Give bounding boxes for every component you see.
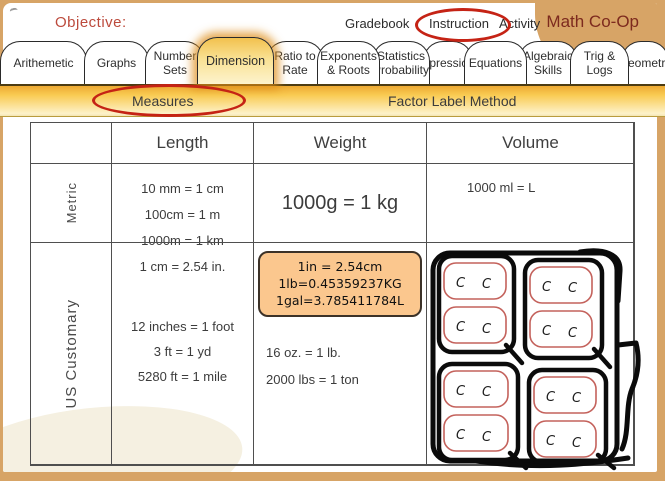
svg-text:C: C <box>546 434 556 449</box>
conversion-line: 1lb=0.45359237KG <box>278 276 402 291</box>
subnav-measures[interactable]: Measures <box>132 93 194 109</box>
tab-trig-logs[interactable]: Trig & Logs <box>570 41 629 84</box>
metric-volume-cell: 1000 ml = L <box>426 163 635 243</box>
svg-text:C: C <box>572 391 582 406</box>
tab-number-sets[interactable]: Number Sets <box>145 41 205 84</box>
objective-label: Objective: <box>55 14 127 31</box>
svg-text:C: C <box>456 320 466 335</box>
svg-text:C: C <box>482 322 492 337</box>
svg-text:C: C <box>482 385 492 400</box>
column-header-volume: Volume <box>426 122 635 164</box>
app-title: Math Co-Op <box>546 12 639 31</box>
gallon-quart-pint-cup-drawing: C C C C C C C C C C <box>430 248 641 471</box>
svg-text:C: C <box>482 277 492 292</box>
svg-text:C: C <box>572 436 582 451</box>
row-label-metric: Metric <box>30 163 112 243</box>
us-length-line: 1 cm = 2.54 in. <box>139 259 226 274</box>
svg-text:C: C <box>456 384 466 399</box>
us-weight-line: 2000 lbs = 1 ton <box>266 372 359 387</box>
conversion-line: 1in = 2.54cm <box>297 259 383 274</box>
us-length-line: 3 ft = 1 yd <box>153 344 212 359</box>
svg-text:C: C <box>568 281 578 296</box>
tab-arithmetic[interactable]: Arithemetic <box>0 41 87 84</box>
measures-table: Length Weight Volume Metric 10 mm = 1 cm… <box>30 122 641 471</box>
conversion-line: 1gal=3.785411784L <box>276 293 404 308</box>
metric-length-line: 100cm = 1 m <box>144 207 221 222</box>
us-volume-cell: C C C C C C C C C C <box>426 242 641 471</box>
svg-text:C: C <box>456 276 466 291</box>
us-length-line: 5280 ft = 1 mile <box>137 369 228 384</box>
subnav-bar: Measures Factor Label Method <box>0 84 665 117</box>
tab-graphs[interactable]: Graphs <box>84 41 149 84</box>
tab-equations[interactable]: Equations <box>464 41 527 84</box>
svg-text:C: C <box>482 430 492 445</box>
nav-instruction[interactable]: Instruction <box>429 16 489 31</box>
svg-text:C: C <box>542 324 552 339</box>
svg-text:C: C <box>546 390 556 405</box>
us-weight-line: 16 oz. = 1 lb. <box>266 345 341 360</box>
nav-gradebook[interactable]: Gradebook <box>345 16 410 31</box>
conversion-callout-box: 1in = 2.54cm 1lb=0.45359237KG 1gal=3.785… <box>258 251 422 317</box>
metric-length-line: 10 mm = 1 cm <box>141 181 224 196</box>
us-length-cell: 1 cm = 2.54 in. 12 inches = 1 foot 3 ft … <box>111 242 254 466</box>
us-weight-cell: 1in = 2.54cm 1lb=0.45359237KG 1gal=3.785… <box>253 242 427 466</box>
nav-activity[interactable]: Activity <box>499 16 541 31</box>
metric-length-cell: 10 mm = 1 cm 100cm = 1 m 1000m = 1 km <box>111 163 254 248</box>
tab-dimension[interactable]: Dimension <box>197 37 274 84</box>
metric-length-line: 1000m = 1 km <box>141 233 224 248</box>
svg-text:C: C <box>568 326 578 341</box>
tab-exponents-roots[interactable]: Exponents & Roots <box>317 41 380 84</box>
table-corner-cell <box>30 122 112 164</box>
svg-text:C: C <box>542 280 552 295</box>
tab-statistics-probability[interactable]: Statistics Probability <box>372 41 430 84</box>
us-length-line: 12 inches = 1 foot <box>131 319 234 334</box>
tab-algebraic-skills[interactable]: Algebraic Skills <box>518 41 578 84</box>
row-label-us-customary: US Customary <box>30 242 112 466</box>
column-header-length: Length <box>111 122 254 164</box>
column-header-weight: Weight <box>253 122 427 164</box>
metric-weight-cell: 1000g = 1 kg <box>253 163 427 243</box>
subnav-factor-label-method[interactable]: Factor Label Method <box>388 93 517 109</box>
tab-ratio-to-rate[interactable]: Ratio to Rate <box>266 41 324 84</box>
svg-text:C: C <box>456 428 466 443</box>
corner-tick-mark <box>9 7 19 17</box>
tab-bar: Arithemetic Graphs Number Sets Dimension… <box>0 37 665 84</box>
